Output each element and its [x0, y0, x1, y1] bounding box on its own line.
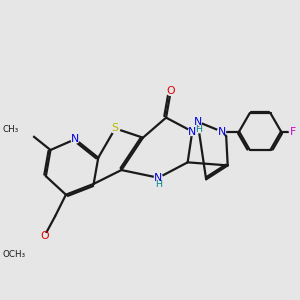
- Circle shape: [196, 127, 202, 133]
- Text: O: O: [167, 86, 175, 96]
- Circle shape: [41, 233, 47, 239]
- Text: H: H: [196, 125, 202, 134]
- Circle shape: [111, 124, 120, 133]
- Circle shape: [156, 182, 161, 187]
- Circle shape: [188, 128, 196, 136]
- Text: H: H: [155, 180, 162, 189]
- Circle shape: [218, 128, 226, 136]
- Text: N: N: [188, 127, 196, 136]
- Circle shape: [71, 135, 79, 143]
- Text: CH₃: CH₃: [2, 124, 19, 134]
- Text: OCH₃: OCH₃: [3, 250, 26, 259]
- Circle shape: [167, 87, 175, 95]
- Circle shape: [154, 174, 162, 182]
- Text: O: O: [40, 231, 49, 241]
- Circle shape: [24, 247, 37, 260]
- Text: N: N: [71, 134, 79, 144]
- Text: N: N: [194, 117, 202, 127]
- Text: N: N: [154, 173, 163, 183]
- Circle shape: [290, 128, 297, 136]
- Text: N: N: [218, 127, 226, 136]
- Circle shape: [21, 125, 34, 138]
- Text: F: F: [290, 127, 296, 136]
- Circle shape: [194, 118, 202, 126]
- Text: S: S: [112, 123, 119, 134]
